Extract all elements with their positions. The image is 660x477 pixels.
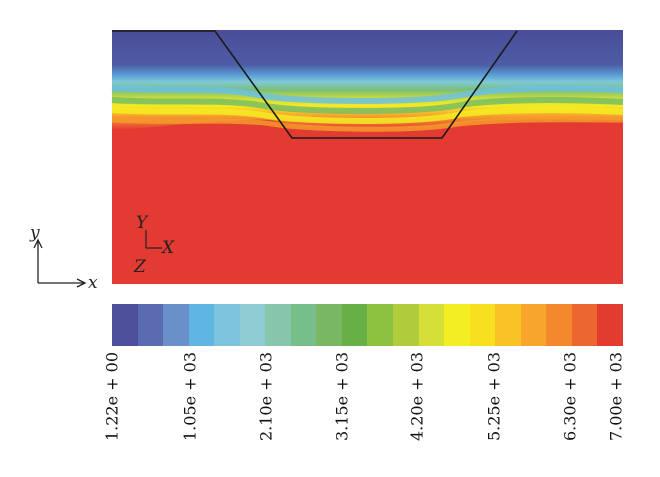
color-legend-tick-label: 1.22e + 00 [102, 352, 122, 470]
triad-x-label: X [160, 238, 175, 258]
color-legend-tick-label: 7.00e + 03 [606, 352, 626, 470]
color-legend-segment [214, 304, 240, 346]
color-legend-tick-text: 2.10e + 03 [256, 352, 276, 442]
color-legend-segment [418, 304, 445, 346]
color-legend-segment [393, 304, 419, 346]
color-legend-segment [163, 304, 189, 346]
excavation-outline [112, 30, 518, 139]
contour-band-orange [111, 117, 624, 132]
color-legend-segment [265, 304, 291, 346]
color-legend-tick-label: 3.15e + 03 [332, 352, 352, 470]
color-legend-segment [188, 304, 215, 346]
color-legend-tick-text: 1.05e + 03 [180, 352, 200, 442]
color-legend-segment [469, 304, 496, 346]
color-legend-segment [571, 304, 598, 346]
color-legend-tick-label: 1.05e + 03 [180, 352, 200, 470]
color-legend-tick-text: 1.22e + 00 [102, 352, 122, 442]
color-legend-segment [112, 304, 138, 346]
contour-band-green [111, 97, 624, 114]
color-legend-segment [367, 304, 394, 346]
color-legend-segment [520, 304, 547, 346]
color-legend-tick-text: 6.30e + 03 [560, 352, 580, 442]
contour-band-cyan [111, 85, 624, 104]
color-legend-segment [316, 304, 342, 346]
local-axis-triad: Y X Z [133, 213, 175, 277]
color-legend-segment [341, 304, 368, 346]
color-legend-segment [597, 304, 623, 346]
color-legend-segment [546, 304, 572, 346]
color-legend-tick-text: 7.00e + 03 [606, 352, 626, 442]
color-legend-bar [112, 304, 623, 346]
contour-band-yellow [111, 107, 624, 124]
global-y-label: y [29, 223, 40, 243]
color-legend-tick-label: 4.20e + 03 [407, 352, 427, 470]
triad-y-label: Y [136, 213, 149, 233]
color-legend-segment [444, 304, 470, 346]
color-legend-segment [239, 304, 266, 346]
color-legend-tick-text: 5.25e + 03 [484, 352, 504, 442]
contour-diagram: Y X Z y x [29, 30, 624, 293]
color-legend-tick-label: 2.10e + 03 [256, 352, 276, 470]
triad-z-label: Z [133, 257, 147, 277]
low-value-region [112, 30, 623, 130]
global-x-label: x [88, 273, 98, 293]
color-legend-segment [137, 304, 164, 346]
color-legend-segment [495, 304, 521, 346]
color-legend-tick-text: 4.20e + 03 [407, 352, 427, 442]
global-axes: y x [29, 223, 98, 293]
color-legend-tick-label: 6.30e + 03 [560, 352, 580, 470]
color-legend-segment [290, 304, 317, 346]
color-legend-tick-text: 3.15e + 03 [332, 352, 352, 442]
color-legend-tick-label: 5.25e + 03 [484, 352, 504, 470]
